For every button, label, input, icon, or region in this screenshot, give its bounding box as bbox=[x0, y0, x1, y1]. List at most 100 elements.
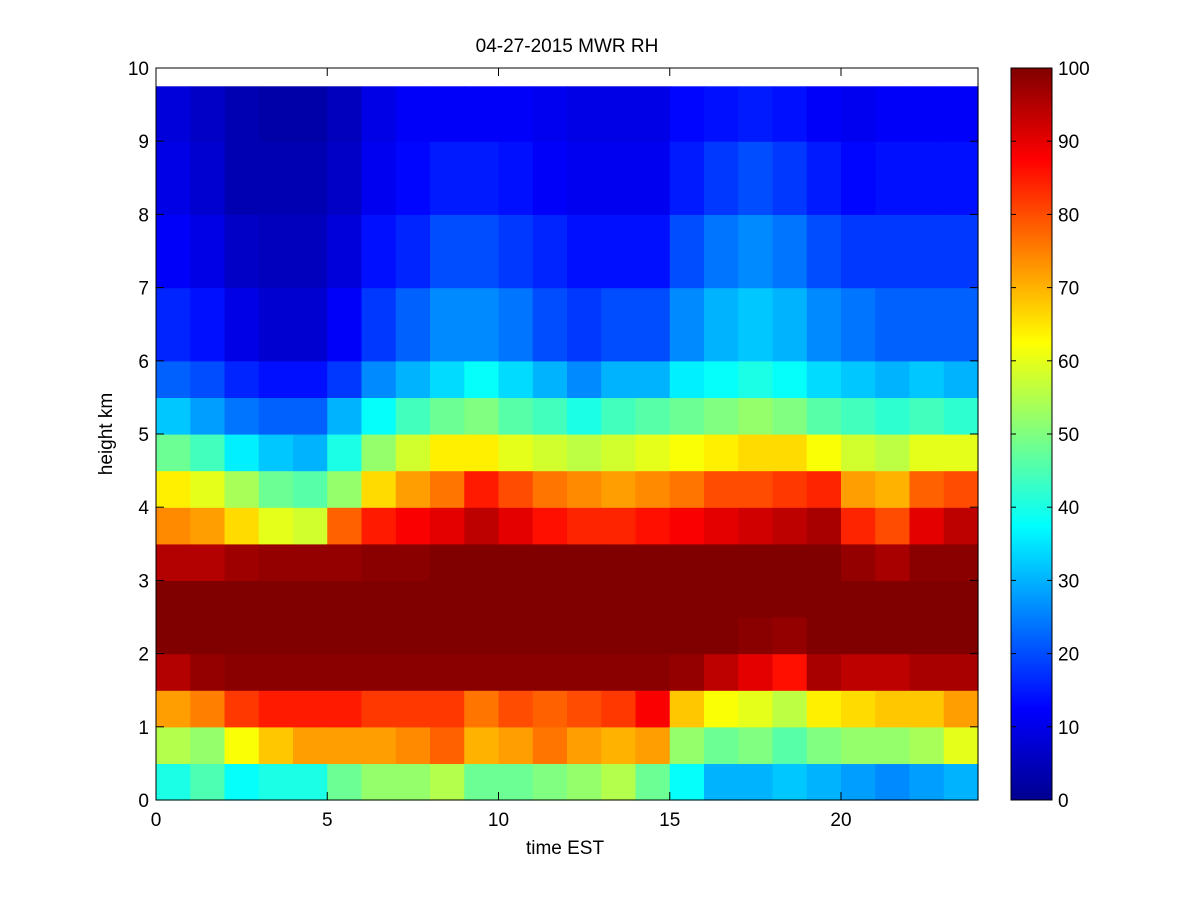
heatmap-cell bbox=[293, 360, 328, 398]
heatmap-cell bbox=[532, 86, 568, 142]
heatmap-cell bbox=[875, 690, 911, 728]
heatmap-cell bbox=[395, 287, 431, 362]
heatmap-cell bbox=[361, 763, 397, 801]
heatmap-cell bbox=[567, 434, 602, 472]
heatmap-cell bbox=[293, 653, 328, 691]
heatmap-cell bbox=[532, 141, 568, 215]
heatmap-cell bbox=[258, 360, 294, 398]
heatmap-cell bbox=[601, 543, 637, 581]
heatmap-cell bbox=[841, 214, 876, 289]
heatmap-cell bbox=[190, 507, 226, 545]
heatmap-cell bbox=[532, 434, 568, 472]
colorbar-tick-label: 0 bbox=[1058, 791, 1069, 812]
heatmap-cell bbox=[430, 653, 465, 691]
heatmap-cell bbox=[361, 726, 397, 764]
y-tick-label: 9 bbox=[138, 132, 149, 153]
x-tick-label: 10 bbox=[488, 810, 509, 831]
heatmap-cell bbox=[430, 617, 465, 655]
heatmap-cell bbox=[395, 580, 431, 618]
heatmap-cell bbox=[190, 214, 226, 289]
heatmap-cell bbox=[943, 617, 979, 655]
heatmap-cell bbox=[190, 690, 226, 728]
heatmap-cell bbox=[601, 653, 637, 691]
heatmap-cell bbox=[327, 617, 363, 655]
heatmap-cell bbox=[909, 726, 945, 764]
x-tick-label: 5 bbox=[322, 810, 333, 831]
heatmap-cell bbox=[464, 86, 500, 142]
heatmap-cell bbox=[567, 580, 602, 618]
heatmap-cell bbox=[738, 507, 774, 545]
heatmap-cell bbox=[395, 86, 431, 142]
heatmap-cell bbox=[841, 507, 876, 545]
heatmap-cell bbox=[567, 690, 602, 728]
heatmap-cell bbox=[224, 726, 260, 764]
heatmap-cell bbox=[258, 214, 294, 289]
heatmap-cell bbox=[567, 141, 602, 215]
heatmap-cell bbox=[498, 726, 534, 764]
heatmap-cell bbox=[190, 287, 226, 362]
colorbar-tick-label: 60 bbox=[1058, 352, 1079, 373]
heatmap-cell bbox=[156, 470, 191, 508]
heatmap-cell bbox=[601, 434, 637, 472]
heatmap-cell bbox=[806, 141, 842, 215]
y-tick-label: 10 bbox=[128, 59, 149, 80]
heatmap-cell bbox=[943, 543, 979, 581]
heatmap-cell bbox=[943, 141, 979, 215]
heatmap-cell bbox=[635, 397, 671, 435]
heatmap-cell bbox=[395, 763, 431, 801]
heatmap-cell bbox=[464, 287, 500, 362]
heatmap-cell bbox=[635, 763, 671, 801]
heatmap-cell bbox=[669, 287, 705, 362]
heatmap-cell bbox=[841, 141, 876, 215]
heatmap-cell bbox=[293, 617, 328, 655]
heatmap-cell bbox=[430, 214, 465, 289]
heatmap-cell bbox=[772, 617, 808, 655]
heatmap-cell bbox=[772, 543, 808, 581]
heatmap-cell bbox=[669, 214, 705, 289]
heatmap-cell bbox=[772, 653, 808, 691]
heatmap-cell bbox=[738, 763, 774, 801]
heatmap-cell bbox=[258, 507, 294, 545]
heatmap-cell bbox=[464, 507, 500, 545]
heatmap-cell bbox=[601, 507, 637, 545]
heatmap-cell bbox=[909, 214, 945, 289]
heatmap-cell bbox=[635, 543, 671, 581]
heatmap-cell bbox=[567, 86, 602, 142]
heatmap-cell bbox=[772, 763, 808, 801]
heatmap-cell bbox=[909, 397, 945, 435]
heatmap-cell bbox=[293, 726, 328, 764]
heatmap-cell bbox=[361, 434, 397, 472]
heatmap-cell bbox=[567, 543, 602, 581]
heatmap-cell bbox=[258, 653, 294, 691]
heatmap-cell bbox=[772, 397, 808, 435]
heatmap-cell bbox=[635, 86, 671, 142]
heatmap-cell bbox=[806, 434, 842, 472]
heatmap-cell bbox=[258, 763, 294, 801]
heatmap-cell bbox=[190, 580, 226, 618]
heatmap-cell bbox=[498, 580, 534, 618]
heatmap-cell bbox=[190, 397, 226, 435]
plot-area bbox=[155, 67, 979, 801]
heatmap-cell bbox=[635, 287, 671, 362]
heatmap-cell bbox=[327, 141, 363, 215]
colorbar-tick-label: 50 bbox=[1058, 425, 1079, 446]
heatmap-cell bbox=[190, 617, 226, 655]
heatmap-cell bbox=[156, 763, 191, 801]
heatmap-cell bbox=[909, 617, 945, 655]
heatmap-cell bbox=[156, 214, 191, 289]
heatmap-cell bbox=[909, 470, 945, 508]
heatmap-cell bbox=[738, 580, 774, 618]
heatmap-cell bbox=[875, 470, 911, 508]
heatmap-cell bbox=[635, 580, 671, 618]
heatmap-cell bbox=[258, 287, 294, 362]
heatmap-cell bbox=[293, 470, 328, 508]
heatmap-cell bbox=[327, 580, 363, 618]
heatmap-cell bbox=[464, 360, 500, 398]
heatmap-cell bbox=[704, 653, 739, 691]
heatmap-cell bbox=[806, 580, 842, 618]
heatmap-cell bbox=[395, 214, 431, 289]
heatmap-cell bbox=[909, 690, 945, 728]
heatmap-cell bbox=[395, 543, 431, 581]
heatmap-cell bbox=[704, 726, 739, 764]
heatmap-cell bbox=[806, 690, 842, 728]
